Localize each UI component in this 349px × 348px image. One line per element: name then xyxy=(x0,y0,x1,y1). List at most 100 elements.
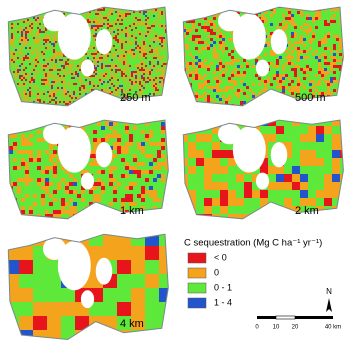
cell xyxy=(109,9,111,11)
cell xyxy=(29,13,31,15)
cell xyxy=(59,69,61,71)
cell xyxy=(115,23,117,25)
cell xyxy=(45,186,49,190)
cell xyxy=(137,45,139,47)
cell xyxy=(333,56,336,59)
cell xyxy=(201,7,204,8)
cell xyxy=(137,49,139,51)
cell xyxy=(111,91,113,93)
cell xyxy=(23,21,25,23)
cell xyxy=(25,39,27,41)
cell xyxy=(216,14,219,17)
cell xyxy=(291,68,294,71)
cell xyxy=(204,29,207,32)
cell xyxy=(294,104,297,106)
cell xyxy=(85,77,87,79)
cell xyxy=(35,65,37,67)
cell xyxy=(143,65,145,67)
cell xyxy=(111,29,113,31)
cell xyxy=(133,77,135,79)
cell xyxy=(151,5,153,7)
cell xyxy=(292,222,300,230)
cell xyxy=(33,101,35,103)
cell xyxy=(125,41,127,43)
cell xyxy=(161,41,163,43)
cell xyxy=(219,26,222,29)
cell xyxy=(85,218,89,219)
cell xyxy=(113,65,115,67)
cell xyxy=(83,85,85,87)
cell xyxy=(45,67,47,69)
cell xyxy=(121,31,123,33)
cell xyxy=(234,80,237,83)
cell xyxy=(11,31,13,33)
cell xyxy=(213,86,216,89)
cell xyxy=(316,134,324,142)
cell xyxy=(243,8,246,11)
cell xyxy=(61,7,63,9)
cell xyxy=(109,182,113,186)
cell xyxy=(228,62,231,65)
cell xyxy=(159,260,169,274)
cell xyxy=(19,9,21,11)
cell xyxy=(161,39,163,41)
cell xyxy=(23,37,25,39)
cell xyxy=(231,38,234,41)
cell xyxy=(107,65,109,67)
cell xyxy=(294,71,297,74)
scale-bar-black xyxy=(295,316,333,319)
cell xyxy=(89,47,91,49)
cell xyxy=(153,85,155,87)
cell xyxy=(147,17,149,19)
cell xyxy=(125,65,127,67)
cell xyxy=(99,55,101,57)
cell xyxy=(315,11,318,14)
cell xyxy=(113,142,117,146)
cell xyxy=(213,7,216,8)
cell xyxy=(210,98,213,101)
cell xyxy=(109,71,111,73)
cell xyxy=(284,150,292,158)
cell xyxy=(121,198,125,202)
cell xyxy=(91,25,93,27)
cell xyxy=(105,134,109,138)
cell xyxy=(81,61,83,63)
cell xyxy=(117,260,131,274)
cell xyxy=(212,222,220,230)
cell xyxy=(207,68,210,71)
cell xyxy=(49,5,51,7)
cell xyxy=(99,107,101,109)
cell xyxy=(119,15,121,17)
cell xyxy=(75,7,77,9)
cell xyxy=(45,210,49,214)
map-panel xyxy=(8,234,169,340)
cell xyxy=(69,210,73,214)
cell xyxy=(294,89,297,92)
cell xyxy=(157,15,159,17)
cell xyxy=(85,79,87,81)
cell xyxy=(71,7,73,9)
cell xyxy=(27,27,29,29)
cell xyxy=(339,47,342,50)
cell xyxy=(165,83,167,85)
cell xyxy=(5,11,7,13)
cell xyxy=(113,122,117,126)
cell xyxy=(57,81,59,83)
cell xyxy=(243,101,246,104)
cell xyxy=(264,83,267,86)
cell xyxy=(145,154,149,158)
void xyxy=(232,126,266,173)
cell xyxy=(19,51,21,53)
cell xyxy=(9,87,11,89)
cell xyxy=(268,182,276,190)
cell xyxy=(261,14,264,17)
cell xyxy=(207,35,210,38)
cell xyxy=(35,17,37,19)
cell xyxy=(151,25,153,27)
cell xyxy=(121,11,123,13)
cell xyxy=(37,182,41,186)
cell xyxy=(149,190,153,194)
cell xyxy=(121,107,123,109)
panel-label: 4 km xyxy=(120,318,144,330)
cell xyxy=(107,87,109,89)
